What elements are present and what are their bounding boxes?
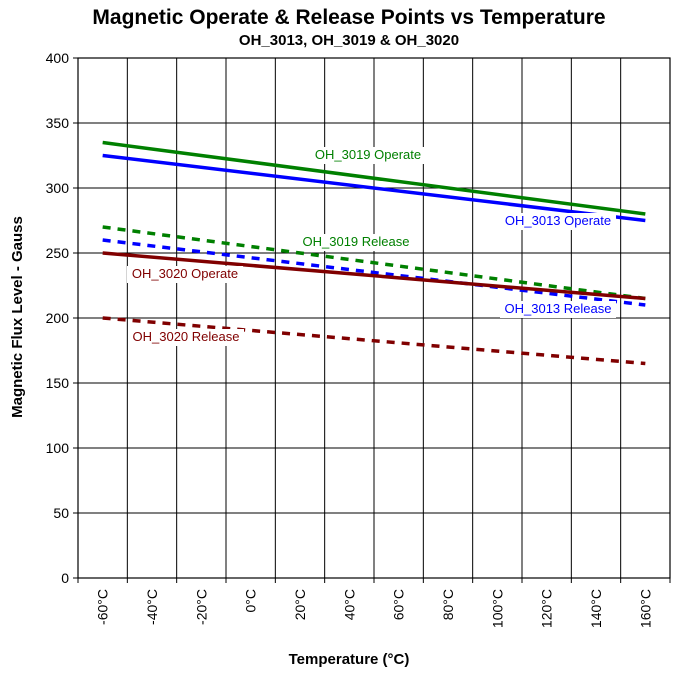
series-label-background (500, 301, 616, 318)
x-axis-title: Temperature (°C) (289, 651, 410, 668)
plot-area-border (77, 57, 671, 579)
series-line-oh-3020-release (102, 316, 646, 366)
series-line-oh-3019-operate (102, 140, 646, 216)
series-labels: OH_3019 Operate OH_3013 Operate OH_3019 Re… (127, 147, 616, 346)
y-axis-title: Magnetic Flux Level - Gauss (9, 216, 26, 418)
series-label-background (310, 147, 426, 164)
x-tick-label: 0°C (243, 589, 259, 613)
y-tick-label: 300 (46, 180, 70, 196)
series-label: OH_3013 Release (505, 301, 612, 316)
x-tick-label: -60°C (95, 589, 111, 625)
x-tick-label: -40°C (144, 589, 160, 625)
y-tick-label: 250 (46, 245, 70, 261)
chart-title: Magnetic Operate & Release Points vs Tem… (92, 6, 605, 29)
y-tick-label: 350 (46, 115, 70, 131)
x-tick-label: 120°C (539, 589, 555, 628)
series-label: OH_3020 Operate (132, 266, 238, 281)
x-tick-label: 40°C (341, 589, 357, 620)
series-label: OH_3020 Release (133, 329, 240, 344)
series-lines (102, 140, 646, 366)
x-tick-label: 80°C (440, 589, 456, 620)
series-label-background (298, 234, 414, 251)
series-label: OH_3019 Operate (315, 147, 421, 162)
y-tick-label: 200 (46, 310, 70, 326)
y-tick-label: 0 (61, 570, 69, 586)
series-line-oh-3013-release (102, 238, 646, 307)
x-tick-label: 20°C (292, 589, 308, 620)
series-label-background (128, 329, 244, 346)
series-line-oh-3019-release (102, 225, 646, 301)
x-tick-label: 140°C (588, 589, 604, 628)
x-tick-label: 60°C (391, 589, 407, 620)
series-label: OH_3019 Release (303, 234, 410, 249)
series-label-background (127, 266, 243, 283)
series-label-background (500, 213, 616, 230)
y-tick-label: 50 (53, 505, 69, 521)
x-tick-label: 100°C (489, 589, 505, 628)
series-line-oh-3020-operate (102, 251, 646, 301)
chart-subtitle: OH_3013, OH_3019 & OH_3020 (239, 32, 459, 49)
x-tick-label: -20°C (193, 589, 209, 625)
y-tick-label: 100 (46, 440, 70, 456)
y-tick-label: 150 (46, 375, 70, 391)
series-label: OH_3013 Operate (505, 213, 611, 228)
x-tick-label: 160°C (637, 589, 653, 628)
axes: 0 50 100 150 200 250 300 350 400 -60°C -40°C -20°C 0… (46, 50, 671, 628)
series-line-oh-3013-operate (102, 153, 646, 223)
y-tick-label: 400 (46, 50, 70, 66)
